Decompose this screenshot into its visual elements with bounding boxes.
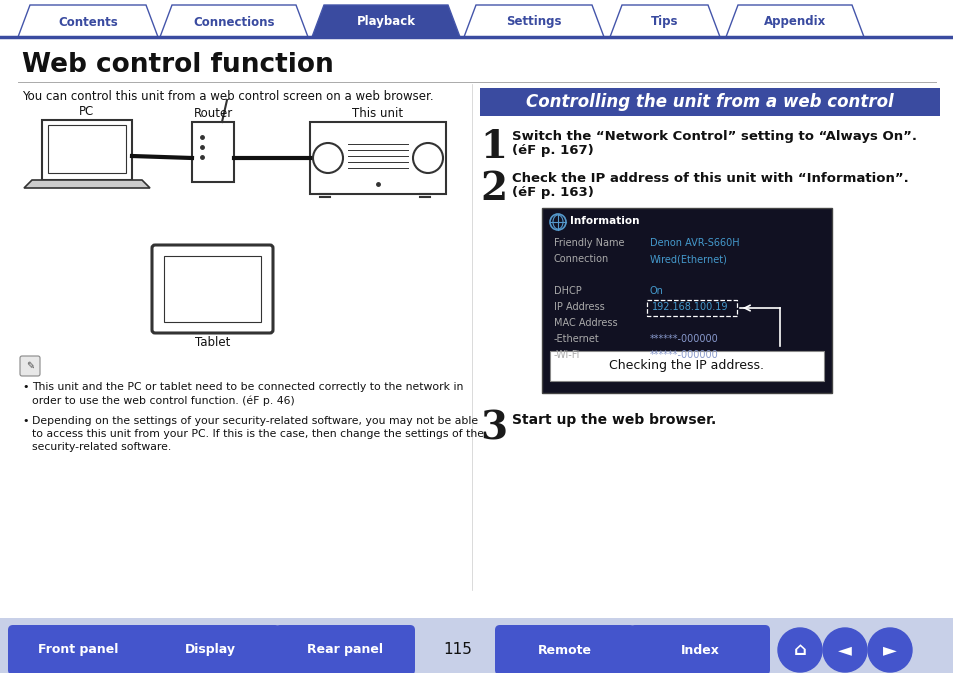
Text: security-related software.: security-related software.: [32, 442, 172, 452]
Text: Tips: Tips: [651, 15, 678, 28]
Circle shape: [822, 628, 866, 672]
Circle shape: [778, 628, 821, 672]
Text: 2: 2: [479, 170, 507, 208]
Text: ⌂: ⌂: [793, 641, 805, 659]
Text: Controlling the unit from a web control: Controlling the unit from a web control: [525, 93, 893, 111]
FancyBboxPatch shape: [629, 625, 769, 673]
Text: ******-000000: ******-000000: [649, 334, 718, 344]
Polygon shape: [609, 5, 720, 37]
Text: Start up the web browser.: Start up the web browser.: [512, 413, 716, 427]
FancyBboxPatch shape: [152, 245, 273, 333]
Text: Wired(Ethernet): Wired(Ethernet): [649, 254, 727, 264]
Text: 115: 115: [443, 643, 472, 658]
FancyBboxPatch shape: [140, 625, 280, 673]
Text: Information: Information: [569, 216, 639, 226]
Polygon shape: [160, 5, 308, 37]
FancyBboxPatch shape: [42, 120, 132, 180]
FancyBboxPatch shape: [192, 122, 233, 182]
Text: ►: ►: [882, 641, 896, 659]
Text: 192.168.100.19: 192.168.100.19: [651, 302, 728, 312]
FancyBboxPatch shape: [479, 88, 939, 116]
Text: DHCP: DHCP: [554, 286, 581, 296]
Text: Friendly Name: Friendly Name: [554, 238, 624, 248]
Text: Rear panel: Rear panel: [307, 643, 382, 656]
Circle shape: [550, 214, 565, 230]
Text: Index: Index: [679, 643, 719, 656]
Text: IP Address: IP Address: [554, 302, 604, 312]
Circle shape: [413, 143, 442, 173]
Polygon shape: [24, 180, 150, 188]
Text: Checking the IP address.: Checking the IP address.: [609, 359, 763, 372]
FancyBboxPatch shape: [550, 351, 823, 381]
Text: •: •: [22, 382, 29, 392]
Text: You can control this unit from a web control screen on a web browser.: You can control this unit from a web con…: [22, 90, 434, 103]
Text: Depending on the settings of your security-related software, you may not be able: Depending on the settings of your securi…: [32, 416, 477, 426]
Text: ◄: ◄: [837, 641, 851, 659]
Text: Settings: Settings: [506, 15, 561, 28]
Text: This unit: This unit: [352, 107, 403, 120]
Polygon shape: [463, 5, 603, 37]
Text: •: •: [22, 416, 29, 426]
Text: MAC Address: MAC Address: [554, 318, 617, 328]
FancyBboxPatch shape: [646, 300, 737, 316]
Polygon shape: [725, 5, 863, 37]
FancyBboxPatch shape: [8, 625, 148, 673]
Text: -Ethernet: -Ethernet: [554, 334, 599, 344]
Text: Web control function: Web control function: [22, 52, 334, 78]
Text: Display: Display: [184, 643, 235, 656]
Text: 1: 1: [479, 128, 506, 166]
Text: This unit and the PC or tablet need to be connected correctly to the network in: This unit and the PC or tablet need to b…: [32, 382, 463, 392]
FancyBboxPatch shape: [541, 208, 831, 393]
Text: On: On: [649, 286, 663, 296]
FancyBboxPatch shape: [310, 122, 446, 194]
FancyBboxPatch shape: [20, 356, 40, 376]
Text: Remote: Remote: [537, 643, 592, 656]
Text: Router: Router: [194, 107, 233, 120]
Text: Connections: Connections: [193, 15, 274, 28]
Text: Appendix: Appendix: [763, 15, 825, 28]
Text: -Wi-Fi: -Wi-Fi: [554, 350, 579, 360]
Text: Connection: Connection: [554, 254, 609, 264]
Text: PC: PC: [79, 105, 94, 118]
FancyBboxPatch shape: [274, 625, 415, 673]
Circle shape: [867, 628, 911, 672]
FancyBboxPatch shape: [495, 625, 635, 673]
Text: Playback: Playback: [356, 15, 416, 28]
Circle shape: [313, 143, 343, 173]
Text: ✎: ✎: [26, 361, 34, 371]
Text: ******-000000: ******-000000: [649, 350, 718, 360]
Polygon shape: [18, 5, 158, 37]
Text: (éF p. 163): (éF p. 163): [512, 186, 594, 199]
Text: 3: 3: [479, 409, 507, 447]
Polygon shape: [312, 5, 459, 37]
Text: Switch the “Network Control” setting to “Always On”.: Switch the “Network Control” setting to …: [512, 130, 916, 143]
FancyBboxPatch shape: [164, 256, 261, 322]
Text: Denon AVR-S660H: Denon AVR-S660H: [649, 238, 739, 248]
FancyBboxPatch shape: [0, 618, 953, 673]
Text: to access this unit from your PC. If this is the case, then change the settings : to access this unit from your PC. If thi…: [32, 429, 483, 439]
FancyBboxPatch shape: [48, 125, 126, 173]
Text: (éF p. 167): (éF p. 167): [512, 144, 593, 157]
Text: Contents: Contents: [58, 15, 118, 28]
Text: Check the IP address of this unit with “Information”.: Check the IP address of this unit with “…: [512, 172, 908, 185]
Text: order to use the web control function. (éF p. 46): order to use the web control function. (…: [32, 395, 294, 406]
Text: Tablet: Tablet: [195, 336, 231, 349]
Text: Front panel: Front panel: [38, 643, 118, 656]
